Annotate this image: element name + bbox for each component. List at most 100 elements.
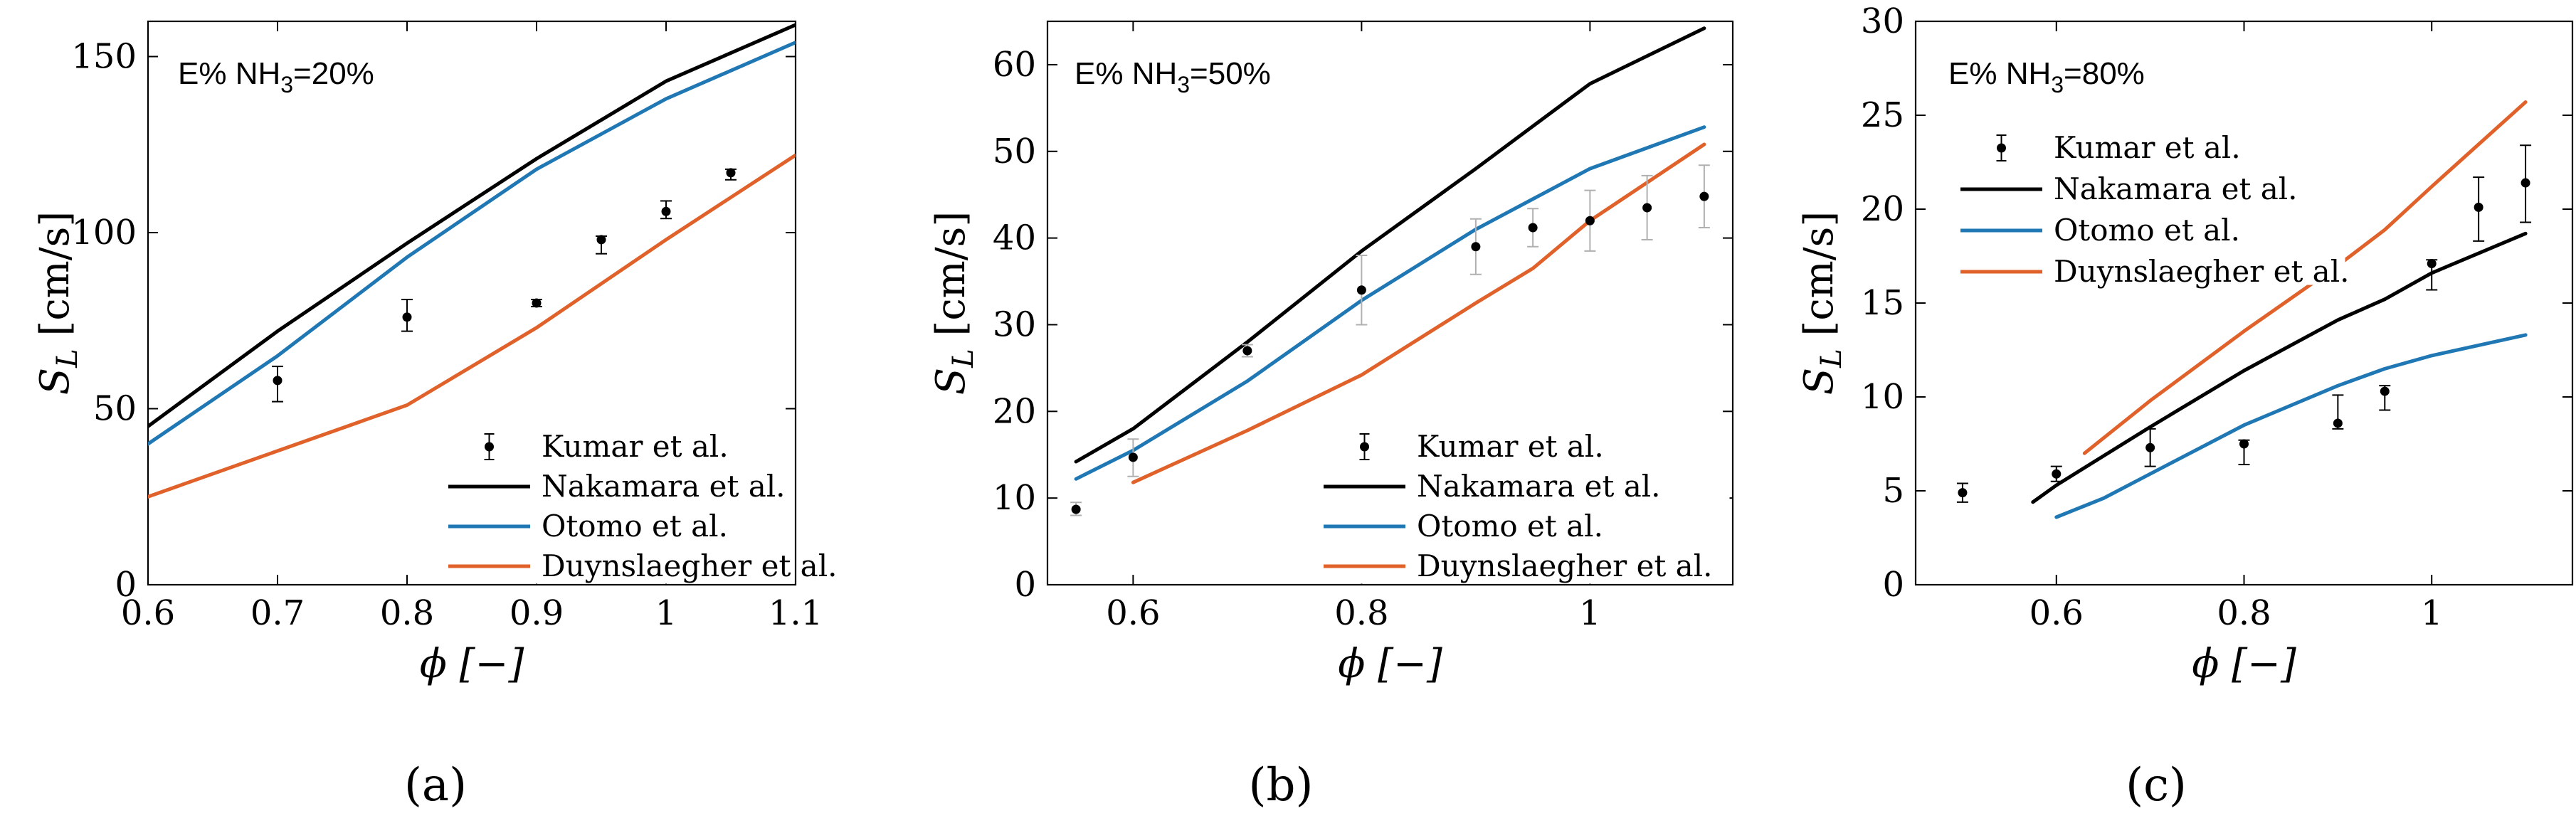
data-point-kumar	[1071, 504, 1081, 514]
x-tick-label: 0.9	[510, 593, 564, 633]
legend-entry-duynslaegher: Duynslaegher et al.	[542, 548, 838, 583]
annotation-suffix: =80%	[2064, 56, 2145, 91]
y-tick-label: 0	[1014, 565, 1036, 605]
legend-entry-kumar: Kumar et al.	[2054, 130, 2241, 165]
chart-panel-a: 0.6 0.7 0.8 0.9 1 1.1 0 50 100 150 ϕ [−] SL [cm/s] E…	[32, 20, 838, 812]
data-point-kumar	[1528, 223, 1538, 233]
y-axis-title-main: S	[1796, 368, 1842, 395]
data-point-kumar	[1958, 488, 1968, 498]
data-point-kumar	[2145, 442, 2155, 452]
series-line-nakamara	[148, 23, 796, 428]
x-tick-label: 0.6	[2029, 593, 2084, 633]
data-point-kumar	[532, 298, 542, 308]
y-axis-title-sub: L	[51, 349, 84, 368]
data-point-kumar	[1242, 346, 1252, 356]
series-line-nakamara	[2031, 231, 2528, 504]
x-tick-label: 0.7	[250, 593, 305, 633]
panel-label: (c)	[2126, 759, 2187, 812]
data-point-kumar	[1471, 242, 1481, 252]
y-tick-label: 20	[1861, 189, 1904, 229]
y-axis-title: SL [cm/s]	[32, 211, 84, 396]
y-axis-title-rest: [cm/s]	[1796, 211, 1842, 349]
legend: Kumar et al. Nakamara et al. Otomo et al. D…	[433, 419, 838, 584]
y-tick-label: 20	[993, 391, 1036, 431]
y-axis-title: SL [cm/s]	[928, 211, 980, 396]
y-axis-title: SL [cm/s]	[1796, 211, 1848, 396]
series-line-duynslaegher	[148, 153, 796, 499]
y-axis-title-rest: [cm/s]	[32, 211, 78, 349]
y-tick-label: 0	[115, 565, 137, 605]
data-point-kumar	[2380, 386, 2390, 396]
legend-entry-otomo: Otomo et al.	[542, 509, 728, 543]
x-tick-label: 0.6	[121, 593, 175, 633]
y-axis-title-main: S	[928, 368, 974, 395]
annotation-subscript: 3	[280, 72, 293, 97]
legend-entry-nakamara: Nakamara et al.	[1417, 469, 1661, 504]
series-line-nakamara	[1074, 26, 1706, 464]
legend-entry-kumar: Kumar et al.	[1417, 429, 1604, 464]
y-tick-label: 25	[1861, 95, 1904, 135]
data-point-kumar	[2474, 202, 2483, 212]
plot-data	[1070, 26, 1710, 516]
data-point-kumar	[1699, 191, 1709, 201]
annotation-subscript: 3	[1177, 72, 1190, 97]
y-axis-title-sub: L	[947, 349, 980, 368]
legend-entry-otomo: Otomo et al.	[1417, 509, 1603, 543]
legend: Kumar et al. Nakamara et al. Otomo et al. D…	[1946, 120, 2350, 289]
series-line-otomo	[2054, 333, 2528, 519]
y-tick-label: 50	[993, 132, 1036, 171]
legend-entry-otomo: Otomo et al.	[2054, 213, 2240, 248]
y-tick-label: 150	[71, 37, 137, 77]
annotation-prefix: E% NH	[1948, 56, 2051, 91]
legend-box	[1309, 419, 1730, 584]
legend: Kumar et al. Nakamara et al. Otomo et al. D…	[1309, 419, 1730, 584]
x-tick-label: 1	[655, 593, 677, 633]
x-tick-label: 0.8	[1334, 593, 1388, 633]
data-point-kumar	[726, 168, 736, 178]
legend-marker-point	[485, 442, 494, 452]
data-point-kumar	[1585, 216, 1595, 226]
y-axis-title-main: S	[32, 368, 78, 395]
y-tick-label: 30	[1861, 1, 1904, 41]
y-tick-label: 15	[1861, 283, 1904, 323]
data-point-kumar	[273, 376, 283, 386]
data-point-kumar	[661, 206, 671, 216]
data-point-kumar	[2239, 439, 2249, 449]
panel-annotation: E% NH3=80%	[1948, 56, 2145, 97]
annotation-suffix: =20%	[293, 56, 374, 91]
data-point-kumar	[596, 235, 606, 245]
x-tick-label: 0.6	[1106, 593, 1160, 633]
legend-box	[1946, 120, 2345, 285]
data-point-kumar	[2052, 469, 2062, 479]
y-tick-label: 40	[993, 218, 1036, 258]
x-axis-title: ϕ [−]	[2192, 641, 2296, 687]
x-tick-label: 0.8	[380, 593, 434, 633]
data-point-kumar	[1642, 203, 1652, 213]
x-tick-label: 1	[1579, 593, 1601, 633]
annotation-prefix: E% NH	[1075, 56, 1177, 91]
y-tick-label: 5	[1882, 471, 1904, 511]
data-point-kumar	[1128, 452, 1138, 462]
series-line-otomo	[148, 41, 796, 446]
legend-entry-nakamara: Nakamara et al.	[542, 469, 786, 504]
y-axis-title-rest: [cm/s]	[928, 211, 974, 349]
legend-entry-duynslaegher: Duynslaegher et al.	[1417, 548, 1713, 583]
x-axis-title: ϕ [−]	[1338, 641, 1442, 687]
legend-entry-kumar: Kumar et al.	[542, 429, 729, 464]
annotation-suffix: =50%	[1190, 56, 1271, 91]
annotation-prefix: E% NH	[178, 56, 280, 91]
y-tick-label: 50	[93, 389, 137, 429]
annotation-subscript: 3	[2051, 72, 2064, 97]
x-axis-title: ϕ [−]	[420, 641, 524, 687]
plot-area-frame	[1046, 20, 1734, 586]
legend-marker-point	[1360, 442, 1369, 452]
plot-area-frame	[147, 20, 797, 586]
y-tick-label: 0	[1882, 565, 1904, 605]
data-point-kumar	[2520, 178, 2530, 188]
panel-label: (b)	[1249, 759, 1314, 812]
plot-data	[148, 23, 796, 499]
legend-entry-nakamara: Nakamara et al.	[2054, 171, 2298, 206]
